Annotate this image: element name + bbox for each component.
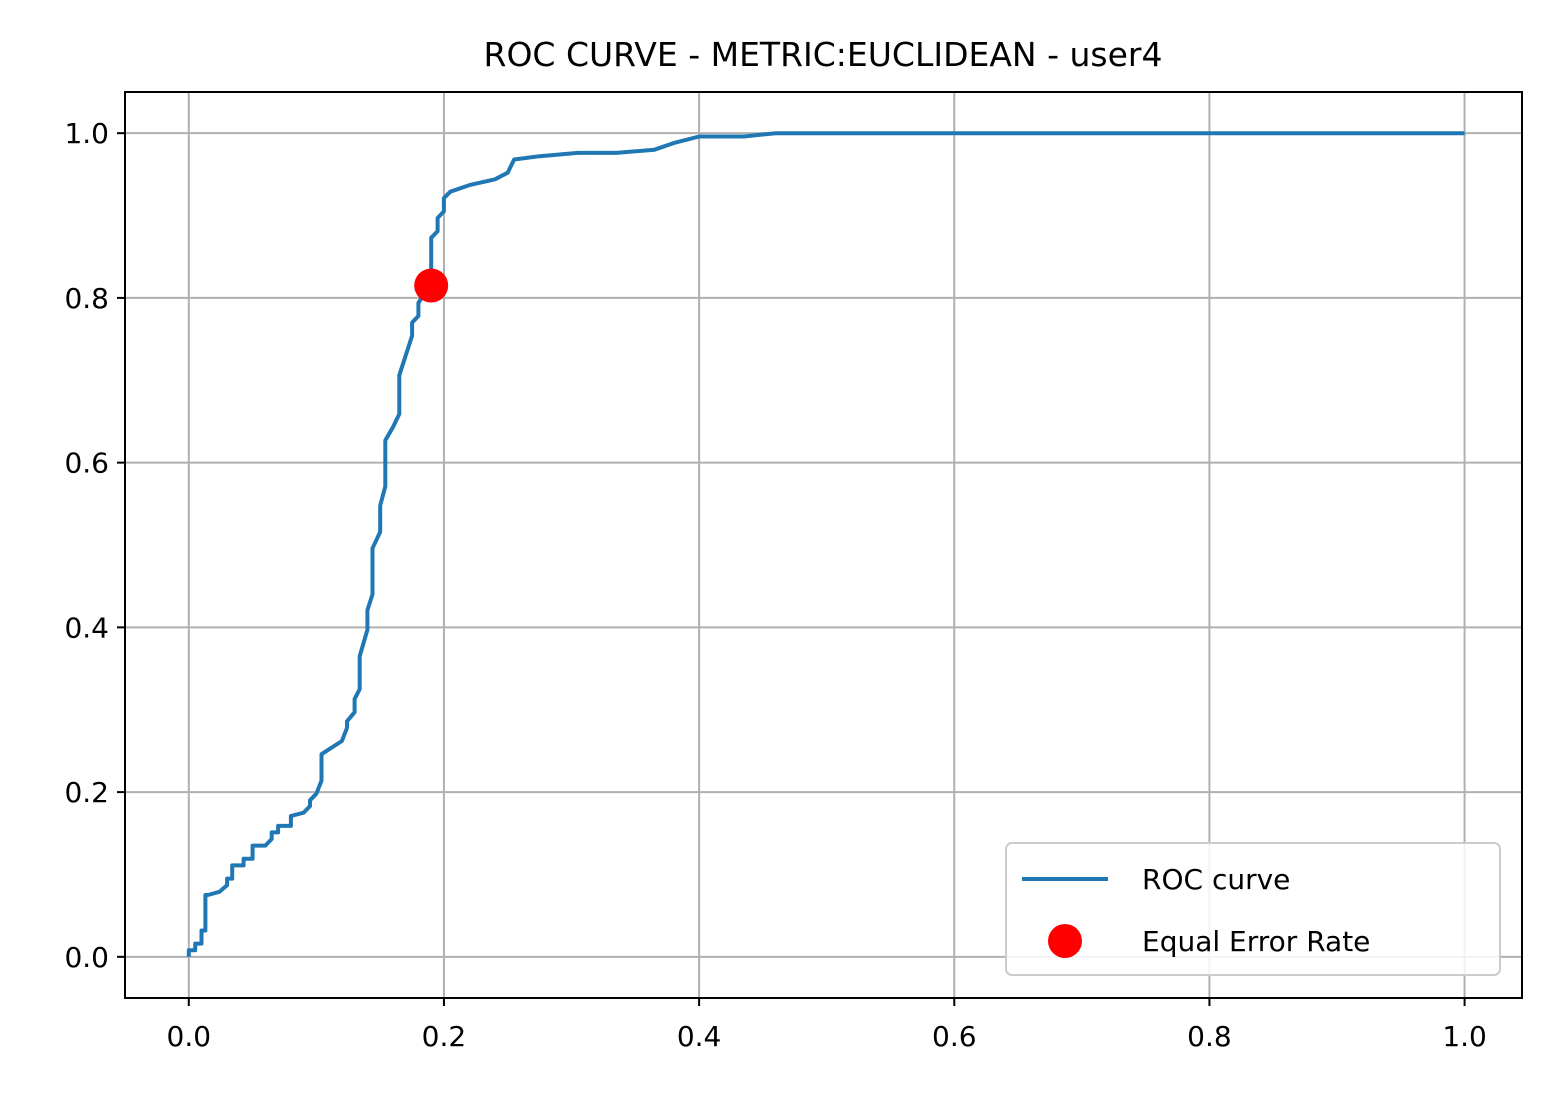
plot-area-frame <box>124 91 1523 999</box>
legend-marker-swatch <box>1048 924 1082 958</box>
x-tick-label: 0.0 <box>167 1020 212 1053</box>
roc-curve-line <box>186 131 1465 957</box>
x-tick-label: 0.6 <box>932 1020 977 1053</box>
x-tick-label: 0.8 <box>1187 1020 1232 1053</box>
axis-ticks: 0.0 0.2 0.4 0.6 0.8 1.0 0.0 0.2 0.4 0.6 0.8 1.0 <box>64 117 1486 1053</box>
x-tick-label: 0.2 <box>422 1020 467 1053</box>
legend-label: Equal Error Rate <box>1142 925 1370 958</box>
y-tick-label: 1.0 <box>64 117 109 150</box>
legend: ROC curve Equal Error Rate <box>1005 842 1501 976</box>
eer-marker <box>414 268 449 303</box>
x-tick-label: 1.0 <box>1442 1020 1487 1053</box>
legend-box <box>1005 842 1501 976</box>
legend-label: ROC curve <box>1142 863 1290 896</box>
y-tick-label: 0.8 <box>64 282 109 315</box>
y-tick-label: 0.4 <box>64 611 109 644</box>
plot-series <box>186 131 1465 957</box>
grid <box>125 92 1522 998</box>
chart-title: ROC CURVE - METRIC:EUCLIDEAN - user4 <box>484 35 1163 74</box>
x-tick-label: 0.4 <box>677 1020 722 1053</box>
y-tick-label: 0.2 <box>64 776 109 809</box>
y-tick-label: 0.6 <box>64 447 109 480</box>
y-tick-label: 0.0 <box>64 941 109 974</box>
